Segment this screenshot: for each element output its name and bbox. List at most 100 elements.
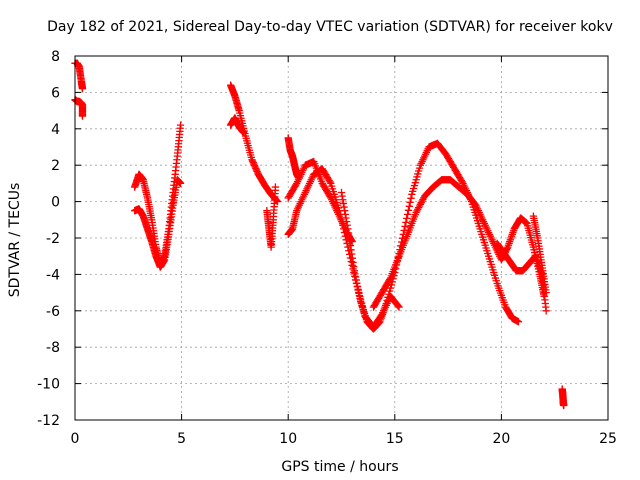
data-point bbox=[476, 225, 484, 233]
y-tick-label: 8 bbox=[51, 49, 60, 65]
data-point bbox=[386, 287, 394, 295]
data-point bbox=[488, 263, 496, 271]
data-point bbox=[542, 307, 550, 315]
data-point bbox=[176, 121, 185, 129]
x-axis-label: GPS time / hours bbox=[281, 459, 398, 475]
data-point bbox=[492, 277, 500, 285]
data-point bbox=[176, 179, 185, 188]
data-point bbox=[478, 233, 487, 241]
data-point bbox=[384, 293, 392, 301]
data-point bbox=[542, 288, 550, 297]
data-point bbox=[484, 249, 492, 258]
data-series bbox=[337, 139, 523, 333]
data-point bbox=[481, 241, 489, 249]
data-series bbox=[71, 59, 87, 93]
data-point bbox=[490, 271, 499, 279]
data-point bbox=[239, 128, 248, 137]
data-point bbox=[412, 176, 420, 184]
data-point bbox=[514, 318, 523, 326]
data-point bbox=[474, 219, 483, 228]
data-point bbox=[406, 198, 414, 206]
data-point bbox=[330, 190, 338, 198]
axis-ticks bbox=[74, 55, 609, 421]
data-point bbox=[78, 112, 87, 120]
data-point bbox=[483, 247, 491, 255]
data-point bbox=[485, 255, 494, 263]
y-tick-label: 2 bbox=[51, 158, 60, 174]
x-tick-label: 0 bbox=[71, 431, 80, 447]
data-point bbox=[328, 185, 337, 193]
data-point bbox=[328, 182, 336, 190]
data-point bbox=[404, 206, 413, 214]
data-point bbox=[491, 274, 500, 282]
data-series bbox=[529, 212, 550, 297]
data-point bbox=[271, 183, 280, 191]
data-point bbox=[403, 210, 412, 218]
tick-labels: 0 5 10 15 20 25 -12 -10 -8 -6 -4 -2 0 2 4 6 8 bbox=[37, 49, 617, 447]
data-series bbox=[284, 134, 303, 182]
data-series bbox=[369, 176, 548, 311]
y-tick-label: -2 bbox=[46, 231, 60, 247]
data-point bbox=[382, 299, 390, 308]
x-tick-label: 20 bbox=[492, 431, 510, 447]
data-point bbox=[489, 266, 497, 274]
data-point bbox=[415, 167, 423, 175]
y-tick-label: 4 bbox=[51, 122, 60, 138]
data-series bbox=[226, 114, 248, 137]
data-point bbox=[403, 214, 411, 222]
data-point bbox=[414, 170, 422, 178]
data-point bbox=[386, 284, 395, 292]
x-tick-label: 15 bbox=[386, 431, 404, 447]
data-series bbox=[71, 96, 87, 120]
y-tick-label: -8 bbox=[46, 340, 60, 356]
data-point bbox=[480, 238, 488, 247]
x-tick-label: 10 bbox=[279, 431, 297, 447]
data-point bbox=[327, 179, 335, 188]
data-point bbox=[490, 268, 498, 277]
data-point bbox=[487, 260, 495, 269]
chart-title: Day 182 of 2021, Sidereal Day-to-day VTE… bbox=[47, 19, 613, 35]
data-point bbox=[409, 184, 418, 193]
data-point bbox=[409, 187, 417, 196]
data-series bbox=[284, 157, 356, 246]
data-point bbox=[486, 258, 494, 266]
data-series bbox=[226, 81, 282, 206]
data-point bbox=[478, 230, 486, 239]
y-tick-label: 0 bbox=[51, 195, 60, 211]
data-point bbox=[401, 222, 409, 231]
data-point bbox=[78, 85, 87, 93]
data-point bbox=[402, 218, 410, 226]
data-point bbox=[395, 303, 403, 311]
y-axis-label: SDTVAR / TECUs bbox=[7, 183, 23, 298]
data-point bbox=[385, 290, 393, 298]
data-point bbox=[560, 401, 568, 410]
data-point bbox=[477, 227, 485, 236]
data-series bbox=[263, 183, 280, 251]
y-tick-label: -10 bbox=[37, 377, 60, 393]
data-point bbox=[413, 173, 421, 181]
data-point bbox=[411, 179, 419, 187]
data-point bbox=[484, 252, 493, 260]
data-points bbox=[71, 59, 568, 410]
y-tick-label: -4 bbox=[46, 267, 60, 283]
x-tick-label: 5 bbox=[177, 431, 186, 447]
data-point bbox=[405, 202, 413, 210]
y-tick-label: -6 bbox=[46, 304, 60, 320]
data-point bbox=[408, 190, 416, 198]
y-tick-label: 6 bbox=[51, 85, 60, 101]
data-point bbox=[410, 181, 419, 190]
data-point bbox=[394, 302, 402, 310]
x-tick-label: 25 bbox=[599, 431, 617, 447]
data-point bbox=[415, 164, 424, 172]
data-point bbox=[473, 217, 482, 225]
data-point bbox=[329, 187, 338, 196]
data-point bbox=[482, 244, 490, 252]
data-series bbox=[131, 176, 185, 271]
y-tick-label: -12 bbox=[37, 413, 60, 429]
data-point bbox=[383, 296, 391, 305]
data-series bbox=[558, 385, 568, 410]
data-point bbox=[475, 222, 483, 230]
data-point bbox=[472, 211, 480, 219]
data-point bbox=[407, 194, 415, 202]
